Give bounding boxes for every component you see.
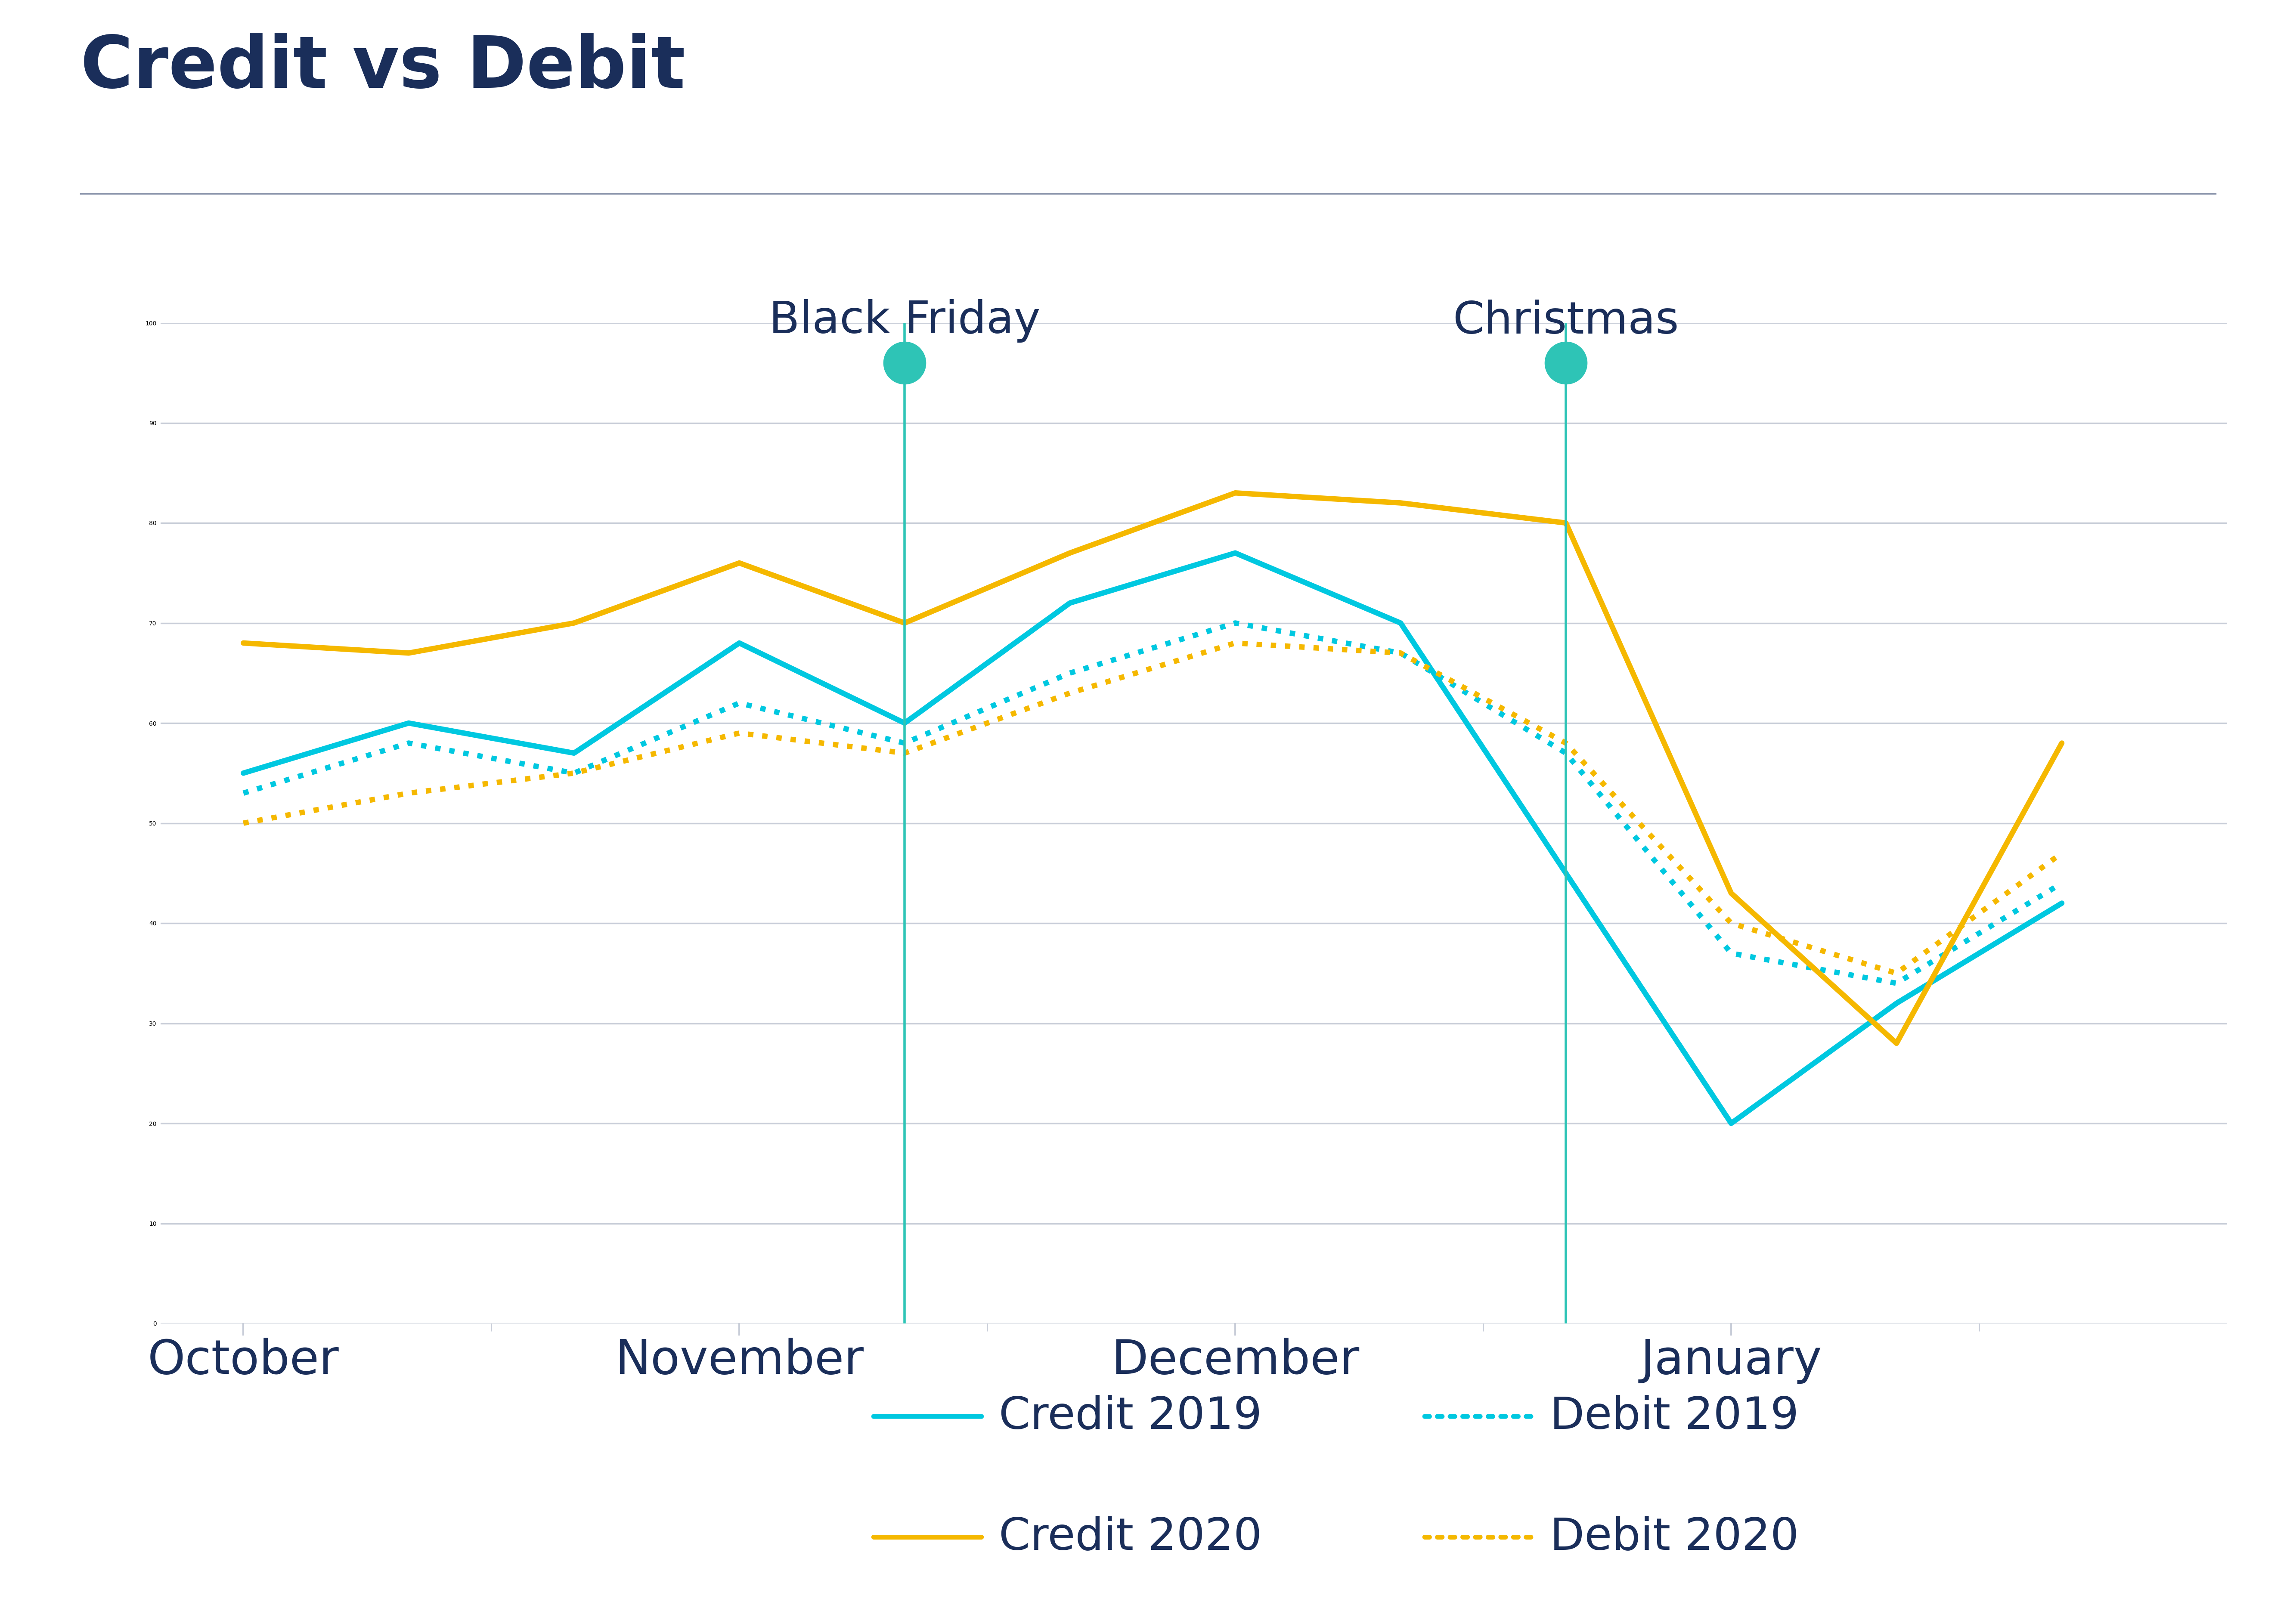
Text: Debit 2020: Debit 2020 — [1550, 1516, 1798, 1559]
Text: Black Friday: Black Friday — [769, 299, 1040, 342]
Text: Credit 2020: Credit 2020 — [999, 1516, 1263, 1559]
Text: Credit 2019: Credit 2019 — [999, 1394, 1263, 1438]
Point — [886, 350, 923, 376]
Text: Debit 2019: Debit 2019 — [1550, 1394, 1798, 1438]
Text: Credit vs Debit: Credit vs Debit — [80, 32, 684, 103]
Text: Christmas: Christmas — [1453, 299, 1678, 342]
Point — [1548, 350, 1584, 376]
